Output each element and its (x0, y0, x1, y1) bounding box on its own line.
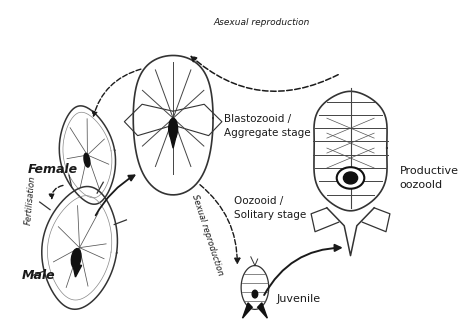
Ellipse shape (169, 118, 178, 139)
FancyArrowPatch shape (200, 185, 240, 263)
Polygon shape (133, 55, 213, 195)
Polygon shape (258, 303, 267, 318)
FancyArrowPatch shape (92, 69, 141, 116)
Polygon shape (170, 136, 176, 148)
Polygon shape (73, 264, 82, 277)
Text: Female: Female (28, 163, 78, 177)
Text: Asexual reproduction: Asexual reproduction (214, 18, 310, 27)
Text: Fertilisation: Fertilisation (24, 175, 37, 225)
FancyArrowPatch shape (96, 175, 135, 215)
Ellipse shape (337, 167, 365, 189)
Ellipse shape (84, 153, 90, 167)
Polygon shape (243, 303, 252, 318)
Text: Oozooid /
Solitary stage: Oozooid / Solitary stage (234, 196, 307, 220)
Text: Male: Male (21, 269, 55, 282)
FancyArrowPatch shape (49, 185, 63, 199)
Ellipse shape (344, 172, 357, 184)
Polygon shape (314, 91, 387, 211)
Polygon shape (42, 187, 118, 309)
Text: Productive
oozoold: Productive oozoold (400, 166, 459, 190)
Polygon shape (59, 106, 116, 204)
Text: Juvenile: Juvenile (277, 294, 321, 304)
Text: Blastozooid /
Aggregate stage: Blastozooid / Aggregate stage (224, 114, 311, 138)
Polygon shape (241, 266, 269, 309)
Ellipse shape (71, 249, 81, 268)
FancyArrowPatch shape (264, 245, 341, 295)
Polygon shape (327, 208, 374, 256)
Ellipse shape (252, 290, 258, 298)
Text: Sexual reproduction: Sexual reproduction (190, 193, 225, 277)
FancyArrowPatch shape (191, 56, 338, 91)
